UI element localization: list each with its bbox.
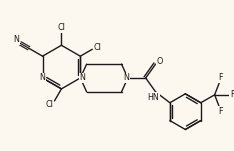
Text: Cl: Cl xyxy=(58,23,65,32)
Text: N: N xyxy=(13,35,19,44)
Text: Cl: Cl xyxy=(46,100,54,109)
Text: N: N xyxy=(79,74,85,82)
Text: F: F xyxy=(218,107,223,116)
Text: F: F xyxy=(230,90,234,99)
Text: F: F xyxy=(218,74,223,82)
Text: HN: HN xyxy=(148,93,160,102)
Text: N: N xyxy=(40,74,45,82)
Text: Cl: Cl xyxy=(93,43,101,52)
Text: O: O xyxy=(156,57,163,66)
Text: N: N xyxy=(123,74,129,82)
